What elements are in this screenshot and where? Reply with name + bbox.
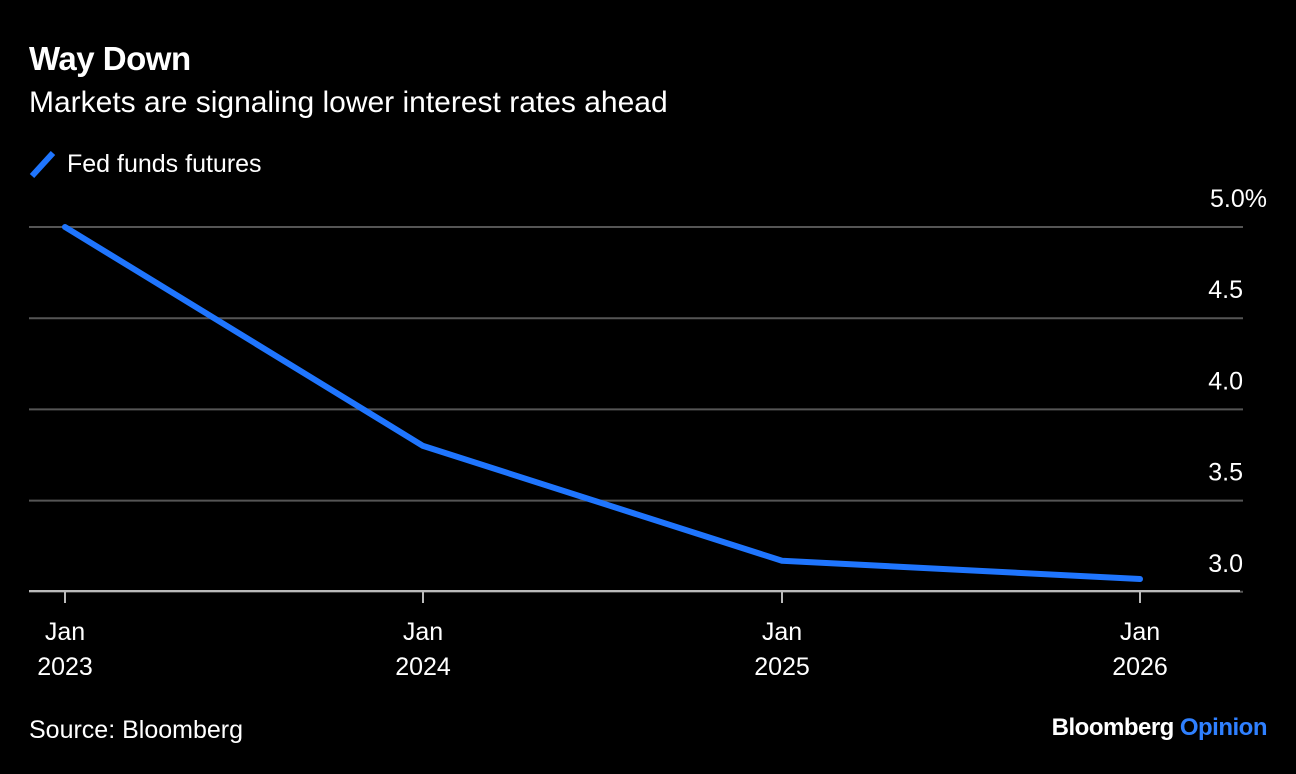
- y-tick-label: 5.0%: [1210, 185, 1267, 213]
- y-tick-label: 3.5: [1208, 459, 1243, 487]
- x-tick-label-year: 2025: [754, 653, 810, 681]
- x-tick-label-year: 2023: [37, 653, 93, 681]
- series-line-fed-funds-futures: [62, 224, 1143, 583]
- chart-plot: 5.0%4.54.03.53.0 Jan2023Jan2024Jan2025Ja…: [29, 185, 1267, 681]
- x-tick-label-month: Jan: [1120, 618, 1160, 646]
- y-axis-tick-labels: 5.0% 4.5 4.0 3.5 3.0: [1208, 185, 1267, 578]
- x-tick-label-year: 2026: [1112, 653, 1168, 681]
- source-note: Source: Bloomberg: [29, 716, 244, 744]
- brand-accent: Opinion: [1179, 714, 1268, 741]
- chart-subtitle: Markets are signaling lower interest rat…: [29, 86, 668, 119]
- x-axis-tick-labels: Jan 2023 Jan 2024 Jan 2025 Jan 2026: [37, 618, 1168, 681]
- y-tick-label: 4.0: [1208, 367, 1243, 395]
- x-tick-label-year: 2024: [395, 653, 451, 681]
- brand-logo: Bloomberg Opinion: [1051, 714, 1268, 742]
- y-tick-label: 4.5: [1208, 276, 1243, 304]
- x-axis: [29, 590, 1240, 603]
- legend: Fed funds futures: [29, 148, 262, 180]
- legend-swatch-icon: [29, 150, 56, 179]
- gridlines: [29, 226, 1243, 593]
- x-tick-label-month: Jan: [762, 618, 802, 646]
- series-layer: [62, 224, 1143, 583]
- y-tick-label: 3.0: [1208, 550, 1243, 578]
- brand-main: Bloomberg: [1051, 714, 1175, 741]
- legend-label: Fed funds futures: [67, 149, 262, 178]
- chart-title: Way Down: [29, 40, 191, 77]
- x-tick-label-month: Jan: [45, 618, 85, 646]
- x-tick-label-month: Jan: [403, 618, 443, 646]
